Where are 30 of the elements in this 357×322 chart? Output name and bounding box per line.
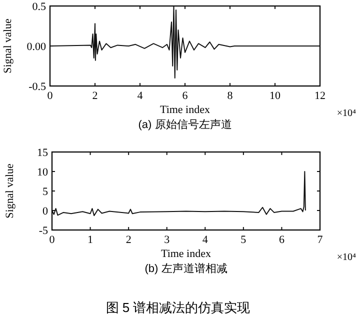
y-tick-label: 0.00 bbox=[26, 41, 46, 53]
x-tick-label: 3 bbox=[164, 234, 170, 246]
x-tick-label: 5 bbox=[240, 234, 247, 246]
text: ×10⁴ bbox=[336, 108, 356, 119]
y-axis-title: Signal value bbox=[2, 18, 14, 74]
text: ×10⁴ bbox=[336, 252, 356, 263]
y-tick-label: 15 bbox=[37, 147, 48, 159]
x-tick-label: 10 bbox=[270, 90, 281, 102]
y-tick-label: -5 bbox=[38, 225, 48, 237]
y-tick-label: 0 bbox=[42, 206, 48, 218]
x-tick-label: 7 bbox=[317, 234, 324, 246]
y-tick-label: 0.5 bbox=[32, 1, 46, 13]
x-tick-label: 1 bbox=[88, 234, 94, 246]
x-tick-label: 4 bbox=[137, 90, 144, 102]
x-tick-label: 6 bbox=[182, 90, 188, 102]
x-tick-label: 2 bbox=[126, 234, 132, 246]
y-tick-label: 10 bbox=[37, 166, 48, 178]
text: (a) 原始信号左声道 bbox=[138, 118, 232, 131]
text: (b) 左声道谱相减 bbox=[144, 262, 228, 275]
x-tick-label: 12 bbox=[314, 90, 326, 102]
x-tick-label: 8 bbox=[227, 90, 234, 102]
x-tick-label: 2 bbox=[92, 90, 98, 102]
x-tick-label: 6 bbox=[278, 234, 285, 246]
y-tick-label: -0.5 bbox=[28, 81, 46, 93]
x-axis-title: Time index bbox=[160, 248, 212, 260]
y-tick-label: 5 bbox=[42, 186, 48, 198]
caption: 图 5 谱相减法的仿真实现 bbox=[106, 300, 250, 315]
x-tick-label: 4 bbox=[202, 234, 208, 246]
x-axis-title: Time index bbox=[160, 104, 211, 116]
y-axis-title: Signal value bbox=[4, 164, 16, 218]
